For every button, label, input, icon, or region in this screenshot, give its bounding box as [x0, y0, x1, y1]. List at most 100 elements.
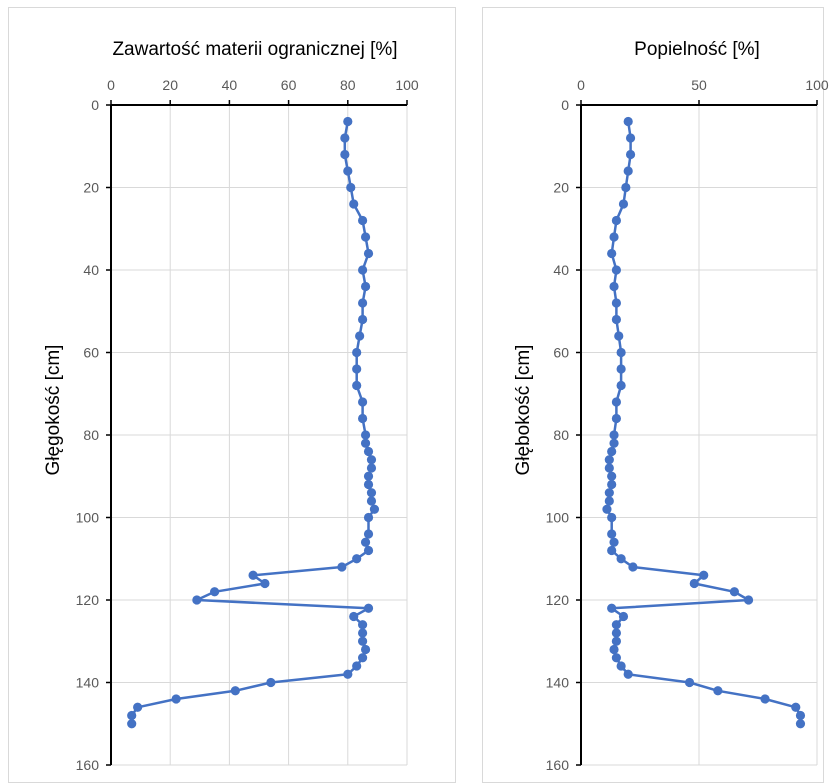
data-point	[607, 529, 617, 539]
data-point	[609, 644, 619, 655]
data-point	[363, 479, 374, 490]
chart-organic-matter: Zawartość materii ogranicznej [%] Głęgok…	[43, 39, 419, 773]
x-tick-label: 0	[577, 77, 585, 93]
data-point	[363, 248, 374, 259]
data-point	[611, 628, 621, 638]
data-point	[621, 182, 631, 193]
data-point	[602, 504, 612, 514]
y-axis-label: Głęgokość [cm]	[43, 345, 64, 476]
data-point	[358, 265, 368, 275]
data-point	[363, 471, 374, 481]
data-point	[358, 620, 368, 630]
data-point	[611, 413, 621, 424]
x-tick-label: 0	[107, 77, 115, 93]
data-point	[346, 182, 356, 193]
data-point	[791, 702, 801, 712]
data-point	[623, 166, 633, 176]
data-point	[363, 512, 374, 523]
data-point	[607, 603, 617, 613]
y-tick-label: 100	[546, 510, 570, 526]
data-point	[340, 149, 350, 160]
data-point	[611, 298, 621, 308]
data-point	[607, 512, 617, 523]
series-line	[605, 121, 802, 724]
data-point	[611, 653, 621, 663]
data-point	[609, 430, 619, 440]
data-point	[623, 669, 633, 679]
data-point	[628, 562, 638, 572]
data-point	[360, 430, 371, 440]
data-point	[352, 554, 362, 564]
x-tick-label: 80	[340, 77, 356, 93]
y-tick-label: 60	[553, 345, 569, 361]
chart-title: Zawartość materii ogranicznej [%]	[112, 39, 397, 60]
x-tick-label: 20	[162, 77, 178, 93]
data-point	[343, 116, 353, 127]
chart-title: Popielność [%]	[634, 39, 760, 60]
data-point	[352, 380, 362, 391]
data-point	[618, 611, 629, 622]
data-point	[358, 314, 368, 325]
data-point	[607, 545, 617, 556]
data-point	[192, 595, 202, 605]
data-point	[358, 653, 368, 663]
data-point	[230, 686, 240, 696]
data-point	[609, 281, 619, 292]
data-point	[363, 529, 374, 539]
data-point	[795, 710, 806, 721]
data-point	[358, 636, 368, 646]
data-point	[248, 570, 258, 580]
data-point	[614, 331, 624, 341]
data-point	[616, 380, 626, 391]
data-point	[366, 463, 377, 473]
data-point	[355, 331, 365, 341]
data-point	[210, 587, 220, 597]
y-tick-label: 140	[76, 675, 100, 691]
x-tick-label: 60	[281, 77, 297, 93]
y-tick-label: 0	[561, 97, 569, 113]
data-point	[127, 710, 137, 721]
data-point	[352, 661, 362, 671]
y-tick-label: 160	[546, 757, 570, 773]
data-point	[609, 537, 619, 547]
data-point	[358, 298, 368, 308]
y-tick-label: 60	[83, 345, 99, 361]
data-point	[611, 397, 621, 407]
data-point	[337, 562, 347, 572]
chart-panel-ash-content: Popielność [%] Głębokość [cm] 0 50 100 0 20 4…	[482, 7, 829, 783]
x-tick-label: 40	[222, 77, 238, 93]
series-line	[130, 121, 376, 724]
data-point	[616, 554, 626, 564]
y-tick-label: 40	[83, 262, 99, 278]
data-point	[366, 488, 377, 498]
data-point	[363, 603, 374, 613]
y-tick-label: 40	[553, 262, 569, 278]
data-point	[340, 133, 350, 143]
data-point	[760, 694, 770, 704]
data-point	[127, 719, 137, 729]
data-point	[360, 537, 371, 547]
data-point	[611, 636, 621, 646]
y-tick-label: 20	[83, 180, 99, 196]
data-point	[699, 570, 709, 580]
gridlines	[110, 104, 408, 766]
x-tick-label: 100	[395, 77, 419, 93]
data-point	[604, 488, 614, 498]
data-point	[618, 199, 629, 209]
data-point	[360, 232, 371, 242]
data-point	[358, 628, 368, 638]
data-point	[369, 504, 380, 514]
data-point	[343, 669, 353, 679]
data-point	[260, 578, 270, 589]
data-point	[607, 479, 617, 490]
data-point	[607, 248, 617, 259]
data-point	[363, 446, 374, 457]
data-point	[616, 347, 626, 358]
data-point	[133, 702, 143, 712]
data-point	[616, 364, 626, 374]
data-point	[795, 719, 806, 729]
data-point	[625, 133, 636, 143]
x-tick-label: 100	[805, 77, 829, 93]
y-tick-label: 140	[546, 675, 570, 691]
data-point	[607, 446, 617, 457]
